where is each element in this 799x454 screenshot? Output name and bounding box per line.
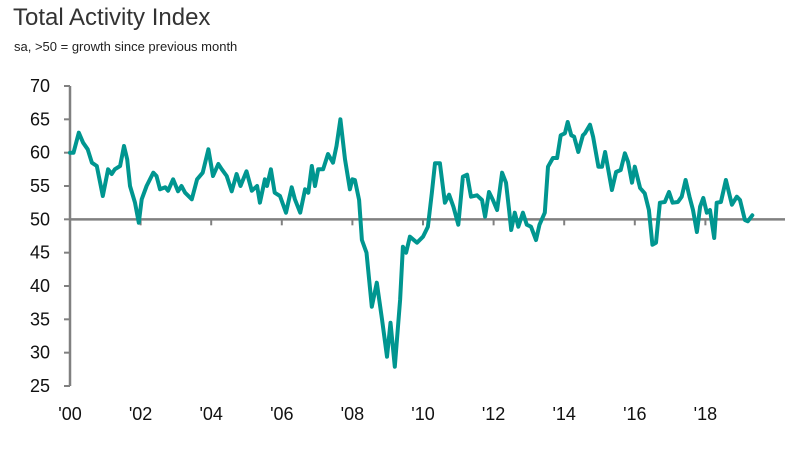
y-tick-label: 25	[30, 376, 50, 396]
y-tick-label: 55	[30, 176, 50, 196]
chart-title: Total Activity Index	[13, 4, 211, 31]
x-tick-label: '18	[694, 404, 717, 424]
y-tick-label: 35	[30, 309, 50, 329]
x-tick-label: '04	[199, 404, 222, 424]
series-line	[68, 117, 755, 369]
x-tick-label: '02	[129, 404, 152, 424]
x-tick-label: '06	[270, 404, 293, 424]
x-tick-label: '00	[58, 404, 81, 424]
y-tick-label: 45	[30, 243, 50, 263]
y-tick-label: 65	[30, 109, 50, 129]
y-tick-label: 60	[30, 143, 50, 163]
y-tick-label: 50	[30, 209, 50, 229]
chart-subtitle: sa, >50 = growth since previous month	[14, 39, 238, 54]
x-tick-label: '10	[411, 404, 434, 424]
x-tick-label: '14	[552, 404, 575, 424]
y-tick-label: 40	[30, 276, 50, 296]
y-tick-label: 30	[30, 343, 50, 363]
x-tick-label: '08	[341, 404, 364, 424]
x-tick-label: '12	[482, 404, 505, 424]
y-tick-label: 70	[30, 76, 50, 96]
x-tick-label: '16	[623, 404, 646, 424]
